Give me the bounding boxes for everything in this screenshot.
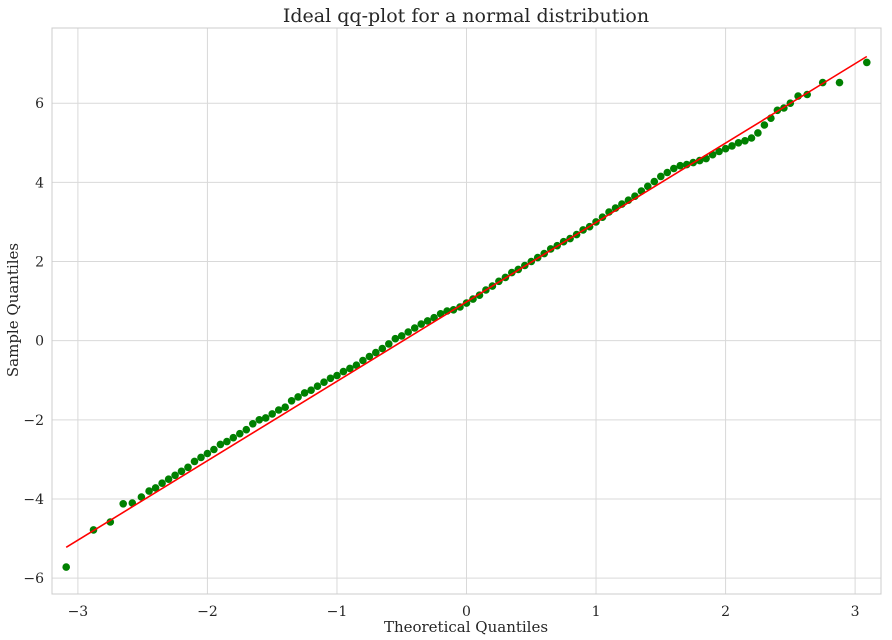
data-point	[268, 410, 277, 418]
data-point	[320, 378, 328, 387]
data-point	[287, 397, 296, 405]
data-point	[747, 134, 756, 142]
data-point	[644, 182, 652, 191]
data-point	[216, 440, 225, 449]
data-point	[754, 129, 762, 137]
x-tick-label: −2	[197, 604, 218, 620]
x-tick-label: 1	[592, 604, 601, 620]
data-point	[734, 139, 743, 147]
data-point	[663, 168, 672, 177]
data-point	[229, 433, 238, 442]
y-tick-label: 0	[35, 334, 44, 350]
data-point	[397, 332, 406, 340]
data-point	[333, 371, 341, 380]
x-tick-label: −1	[327, 604, 348, 620]
data-point	[190, 457, 199, 466]
data-point	[151, 484, 160, 492]
data-point	[294, 393, 302, 401]
y-tick-label: 4	[35, 175, 44, 191]
x-tick-label: −3	[68, 604, 89, 620]
data-point	[119, 500, 127, 508]
data-point	[236, 429, 244, 438]
data-point	[404, 328, 413, 336]
data-point	[346, 364, 354, 373]
data-point	[106, 518, 115, 526]
data-point	[391, 334, 400, 343]
data-point	[171, 471, 179, 480]
data-point	[715, 147, 723, 156]
data-point	[385, 340, 393, 348]
data-point	[417, 320, 426, 328]
data-point	[164, 475, 173, 484]
data-point	[657, 172, 665, 181]
data-point	[721, 144, 730, 153]
data-point	[223, 437, 231, 446]
data-point	[210, 445, 218, 454]
data-point	[430, 313, 438, 322]
data-point	[359, 356, 367, 365]
data-point	[62, 563, 70, 571]
data-point	[339, 367, 348, 376]
data-point	[365, 352, 374, 361]
data-point	[184, 463, 192, 472]
data-point	[728, 142, 736, 150]
x-tick-label: 0	[462, 604, 471, 620]
y-tick-label: 6	[35, 96, 44, 112]
grid	[52, 28, 881, 594]
data-point	[760, 121, 769, 129]
data-point	[242, 425, 251, 434]
data-point	[307, 386, 315, 395]
data-point	[410, 324, 419, 332]
data-point	[203, 449, 212, 458]
data-point	[261, 414, 270, 422]
data-point	[670, 164, 678, 173]
data-point	[281, 403, 290, 412]
data-point	[300, 389, 309, 397]
data-point	[676, 161, 684, 170]
data-point	[177, 467, 186, 476]
y-tick-label: −6	[23, 571, 44, 587]
x-axis-label: Theoretical Quantiles	[384, 618, 548, 636]
data-point	[352, 361, 361, 370]
plot-area	[51, 27, 882, 595]
reference-line-layer	[65, 55, 868, 548]
x-tick-labels: −3 −2 −1 0 1 2 3	[68, 604, 860, 620]
data-point	[249, 420, 257, 428]
data-point	[145, 487, 153, 495]
reference-line	[65, 55, 868, 548]
data-point	[650, 177, 659, 186]
data-point	[378, 344, 387, 353]
data-point	[137, 493, 146, 501]
data-point	[197, 453, 205, 462]
data-point	[372, 348, 380, 357]
y-axis-label: Sample Quantiles	[4, 243, 22, 377]
y-tick-label: 2	[35, 255, 44, 271]
data-point	[863, 58, 871, 67]
x-tick-label: 3	[851, 604, 860, 620]
y-tick-labels: −6 −4 −2 0 2 4 6	[23, 96, 44, 587]
y-tick-label: −4	[23, 492, 44, 508]
data-point	[741, 137, 749, 145]
data-point	[255, 416, 264, 424]
data-point	[158, 479, 166, 488]
data-point	[423, 317, 432, 325]
data-point	[326, 374, 335, 383]
data-point	[313, 382, 322, 391]
data-point	[835, 78, 844, 87]
data-point	[274, 406, 283, 414]
chart-title: Ideal qq-plot for a normal distribution	[283, 5, 649, 27]
y-tick-label: −2	[23, 413, 44, 429]
x-tick-label: 2	[721, 604, 730, 620]
